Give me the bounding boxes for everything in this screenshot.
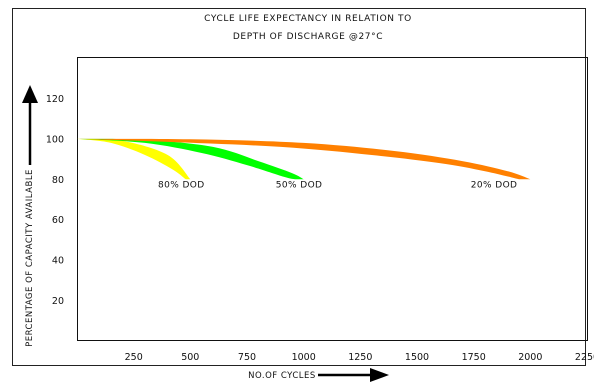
- series-band-50-dod: [77, 138, 304, 180]
- y-tick-labels: 20 40 60 80 100 120: [46, 94, 64, 307]
- x-axis-arrow-head: [370, 368, 389, 382]
- y-axis-label: PERCENTAGE OF CAPACITY AVAILABLE: [25, 169, 35, 347]
- x-tick-label-2: 750: [238, 352, 256, 363]
- x-tick-label-8: 2250: [575, 352, 594, 363]
- y-tick-label-5: 120: [46, 94, 64, 105]
- y-tick-label-1: 40: [52, 256, 64, 267]
- y-tick-label-2: 60: [52, 215, 64, 226]
- x-tick-label-0: 250: [125, 352, 143, 363]
- series-label-0: 80% DOD: [158, 180, 205, 190]
- outer-border: [12, 8, 586, 366]
- series-band-80-dod: [77, 138, 191, 180]
- x-tick-labels: 250 500 750 1000 1250 1500 1750 2000 2250: [125, 352, 594, 363]
- x-tick-label-1: 500: [181, 352, 199, 363]
- x-tick-label-7: 2000: [518, 352, 542, 363]
- series-band-20-dod: [77, 138, 531, 180]
- series-bands: [77, 138, 531, 180]
- y-tick-label-3: 80: [52, 175, 64, 186]
- x-tick-label-5: 1500: [405, 352, 429, 363]
- y-axis-label-group: PERCENTAGE OF CAPACITY AVAILABLE: [22, 85, 38, 347]
- y-tick-label-0: 20: [52, 296, 64, 307]
- x-tick-label-6: 1750: [462, 352, 486, 363]
- series-labels: 80% DOD 50% DOD 20% DOD: [158, 180, 517, 190]
- plot-area: [77, 57, 588, 341]
- y-tick-label-4: 100: [46, 134, 64, 145]
- chart-title-line-2: DEPTH OF DISCHARGE @27°C: [233, 32, 383, 42]
- y-axis-arrow-head: [22, 85, 38, 103]
- x-tick-label-3: 1000: [292, 352, 316, 363]
- x-tick-label-4: 1250: [348, 352, 372, 363]
- series-label-2: 20% DOD: [471, 180, 518, 190]
- x-axis-label-group: NO.OF CYCLES: [248, 368, 389, 382]
- series-label-1: 50% DOD: [276, 180, 323, 190]
- chart-title-line-1: CYCLE LIFE EXPECTANCY IN RELATION TO: [204, 14, 412, 24]
- x-axis-label: NO.OF CYCLES: [248, 371, 316, 381]
